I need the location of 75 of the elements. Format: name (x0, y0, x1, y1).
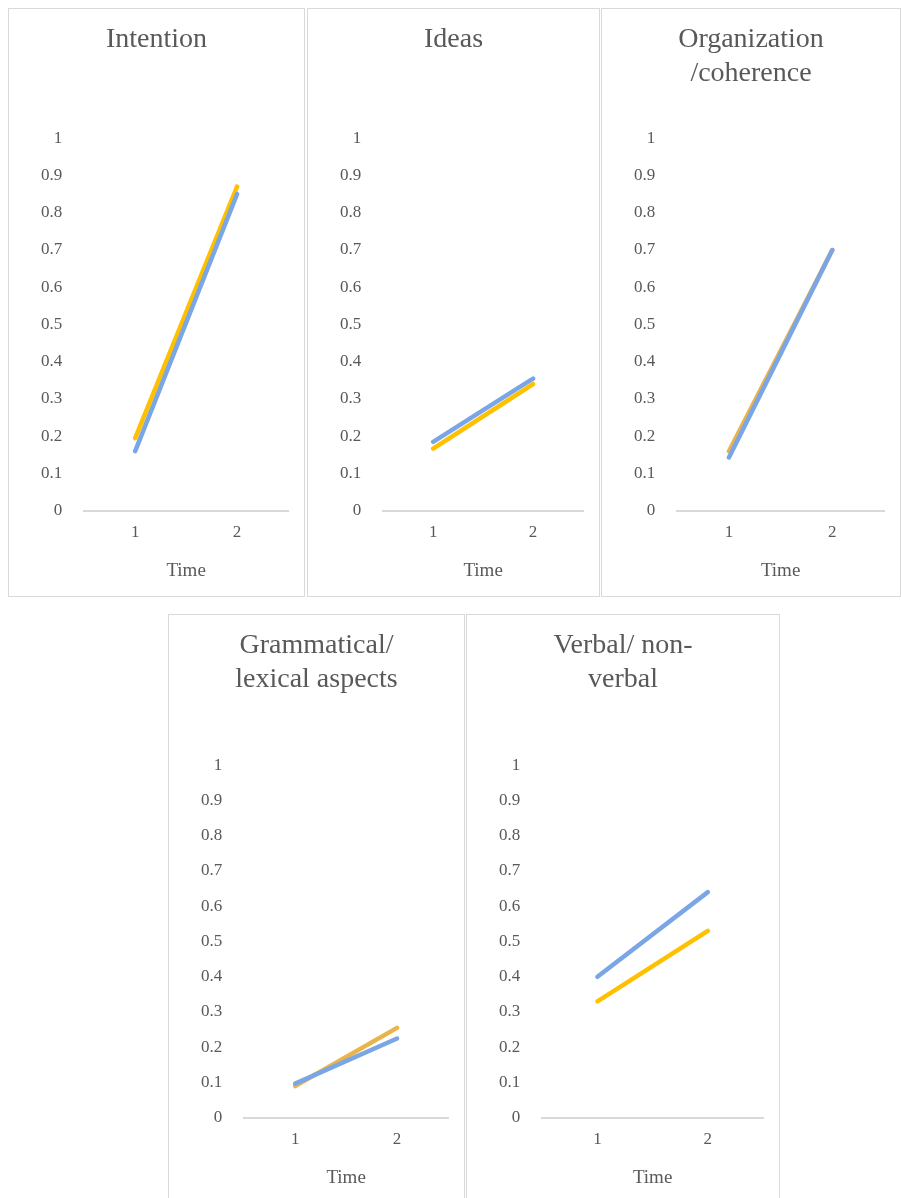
x-axis-title: Time (463, 558, 503, 580)
y-tick-label: 0.1 (634, 463, 656, 483)
y-tick-label: 0 (352, 500, 362, 520)
x-tick-label: 2 (392, 1129, 402, 1149)
y-tick-label: 0.9 (201, 789, 223, 809)
y-tick-label: 0.7 (340, 239, 362, 259)
y-tick-label: 0.5 (634, 313, 656, 333)
y-tick-label: 0.3 (499, 1001, 521, 1021)
y-tick-label: 0.8 (340, 202, 362, 222)
y-tick-label: 0.6 (41, 276, 63, 296)
y-tick-label: 0.8 (201, 825, 223, 845)
y-tick-label: 1 (213, 754, 223, 774)
y-tick-label: 0.5 (499, 930, 521, 950)
y-tick-label: 0.2 (201, 1036, 223, 1056)
y-tick-label: 0.2 (634, 425, 656, 445)
y-tick-label: 0.6 (499, 895, 521, 915)
y-tick-label: 0.1 (201, 1072, 223, 1092)
y-tick-label: 0.9 (499, 789, 521, 809)
y-tick-label: 0.6 (634, 276, 656, 296)
y-tick-label: 0.1 (499, 1072, 521, 1092)
y-tick-label: 0.1 (340, 463, 362, 483)
chart-title: Intention (105, 21, 208, 55)
x-axis-title: Time (760, 558, 801, 580)
y-tick-label: 0.2 (41, 425, 63, 445)
x-tick-label: 1 (290, 1129, 300, 1149)
y-tick-label: 0.2 (340, 425, 362, 445)
y-tick-label: 0 (511, 1107, 521, 1127)
x-tick-label: 2 (703, 1129, 713, 1149)
x-tick-label: 2 (828, 522, 837, 542)
x-tick-label: 1 (428, 522, 438, 542)
y-tick-label: 0.6 (201, 895, 223, 915)
chart-title: Organization /coherence (677, 21, 825, 89)
y-tick-label: 0.9 (41, 164, 63, 184)
y-tick-label: 0.2 (499, 1036, 521, 1056)
y-tick-label: 0.5 (201, 930, 223, 950)
y-tick-label: 0.3 (201, 1001, 223, 1021)
chart-title: Verbal/ non-verbal (553, 627, 693, 695)
y-tick-label: 0.9 (340, 164, 362, 184)
y-tick-label: 0.8 (634, 202, 656, 222)
y-tick-label: 0.8 (499, 825, 521, 845)
y-tick-label: 1 (511, 754, 521, 774)
y-tick-label: 0.1 (41, 463, 63, 483)
y-tick-label: 0.3 (634, 388, 656, 408)
y-tick-label: 0.4 (201, 966, 223, 986)
chart-title: Ideas (423, 21, 484, 55)
x-axis-title: Time (326, 1165, 366, 1187)
y-tick-label: 0 (53, 500, 63, 520)
y-tick-label: 0.8 (41, 202, 63, 222)
y-tick-label: 1 (53, 127, 63, 147)
x-axis-title: Time (166, 558, 206, 580)
y-tick-label: 0.9 (634, 164, 656, 184)
x-tick-label: 1 (593, 1129, 602, 1149)
y-tick-label: 0 (213, 1107, 223, 1127)
y-tick-label: 1 (646, 127, 656, 147)
y-tick-label: 0.7 (499, 860, 521, 880)
y-tick-label: 0.7 (201, 860, 223, 880)
y-tick-label: 0.4 (41, 351, 63, 371)
x-tick-label: 1 (130, 522, 140, 542)
y-tick-label: 0.4 (340, 351, 362, 371)
y-tick-label: 0.7 (41, 239, 63, 259)
x-tick-label: 2 (232, 522, 242, 542)
y-tick-label: 1 (352, 127, 362, 147)
y-tick-label: 0.3 (41, 388, 63, 408)
y-tick-label: 0.5 (41, 313, 63, 333)
x-tick-label: 2 (528, 522, 538, 542)
y-tick-label: 0.3 (340, 388, 362, 408)
x-axis-title: Time (632, 1165, 673, 1187)
chart-title: Grammatical/ lexical aspects (234, 627, 399, 695)
y-tick-label: 0.4 (499, 966, 521, 986)
y-tick-label: 0.7 (634, 239, 656, 259)
y-tick-label: 0 (646, 500, 656, 520)
y-tick-label: 0.6 (340, 276, 362, 296)
x-tick-label: 1 (724, 522, 734, 542)
y-tick-label: 0.5 (340, 313, 362, 333)
y-tick-label: 0.4 (634, 351, 656, 371)
